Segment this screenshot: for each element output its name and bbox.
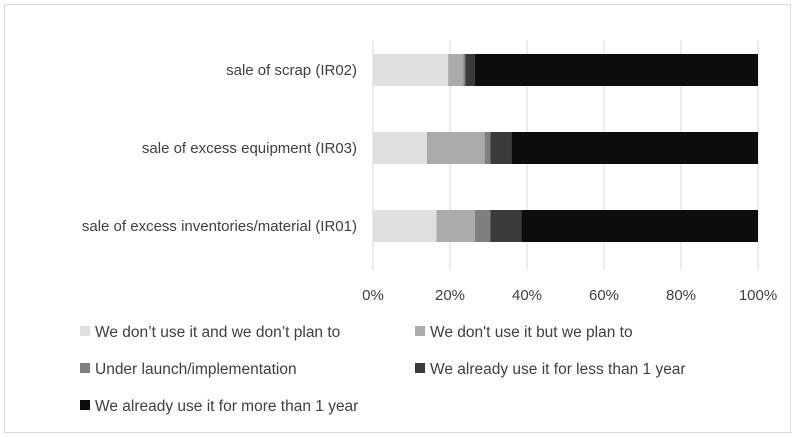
- legend-label: We already use it for less than 1 year: [430, 361, 686, 378]
- category-label: sale of excess equipment (IR03): [142, 140, 357, 157]
- category-label: sale of scrap (IR02): [226, 62, 357, 79]
- tick-label: 100%: [739, 287, 777, 304]
- bar-segment: [475, 54, 758, 86]
- legend-swatch: [80, 363, 90, 373]
- bars: [373, 54, 758, 242]
- bar-segment: [426, 132, 485, 164]
- legend: We don’t use it and we don’t plan to We d…: [80, 324, 686, 415]
- legend-label: We don’t use it and we don’t plan to: [95, 324, 340, 341]
- legend-label: We already use it for more than 1 year: [95, 398, 358, 415]
- legend-label: We don't use it but we plan to: [430, 324, 633, 341]
- tick-label: 40%: [512, 287, 542, 304]
- legend-swatch: [415, 363, 425, 373]
- bar-segment: [521, 210, 758, 242]
- bar-segment: [475, 210, 491, 242]
- bar-segment: [448, 54, 464, 86]
- category-labels: sale of scrap (IR02) sale of excess equip…: [82, 62, 357, 235]
- legend-label: Under launch/implementation: [95, 361, 297, 378]
- bar-segment: [511, 132, 758, 164]
- legend-swatch: [80, 400, 90, 410]
- bar-segment: [373, 54, 449, 86]
- category-label: sale of excess inventories/material (IR0…: [82, 218, 357, 235]
- tick-label: 20%: [435, 287, 465, 304]
- bar-segment: [465, 54, 476, 86]
- bar-segment: [490, 210, 522, 242]
- legend-swatch: [415, 326, 425, 336]
- bar-segment: [490, 132, 512, 164]
- tick-label: 0%: [362, 287, 384, 304]
- x-axis-ticks: 0% 20% 40% 60% 80% 100%: [362, 287, 777, 304]
- bar-segment: [373, 132, 427, 164]
- bar-segment: [463, 54, 466, 86]
- bar-segment: [436, 210, 476, 242]
- tick-label: 60%: [589, 287, 619, 304]
- tick-label: 80%: [666, 287, 696, 304]
- legend-swatch: [80, 326, 90, 336]
- bar-segment: [373, 210, 437, 242]
- bar-segment: [484, 132, 491, 164]
